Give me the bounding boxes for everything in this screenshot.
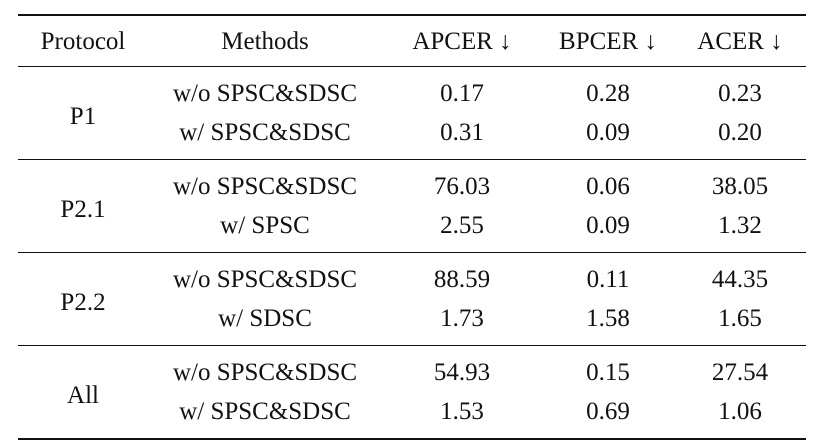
- bpcer-cell: 0.28: [586, 80, 630, 107]
- bpcer-cell: 0.11: [586, 266, 630, 293]
- header-bpcer: BPCER ↓: [559, 27, 657, 55]
- group-p2-1: P2.1 w/o SPSC&SDSC 76.03 0.06 38.05 w/ S…: [18, 160, 806, 253]
- header-apcer: APCER ↓: [412, 27, 512, 55]
- bpcer-cell: 0.69: [586, 398, 630, 425]
- apcer-cell: 1.73: [440, 305, 484, 332]
- method-cell: w/o SPSC&SDSC: [172, 266, 358, 293]
- protocol-cell: P2.1: [60, 196, 106, 223]
- bpcer-cell: 0.06: [586, 173, 630, 200]
- apcer-cell: 88.59: [433, 266, 491, 293]
- acer-cell: 1.06: [718, 398, 762, 425]
- method-cell: w/o SPSC&SDSC: [172, 359, 358, 386]
- method-cell: w/ SPSC&SDSC: [179, 119, 351, 146]
- results-table-container: Protocol Methods APCER ↓ BPCER ↓ ACER ↓ …: [18, 14, 806, 440]
- protocol-cell: P1: [69, 103, 97, 130]
- bpcer-cell: 0.09: [586, 119, 630, 146]
- method-cell: w/ SDSC: [218, 305, 312, 332]
- table-row: w/ SDSC 1.73 1.58 1.65: [18, 299, 806, 346]
- table-row: w/ SPSC&SDSC 0.31 0.09 0.20: [18, 113, 806, 160]
- table-row: P1 w/o SPSC&SDSC 0.17 0.28 0.23: [18, 67, 806, 130]
- acer-cell: 0.23: [718, 80, 762, 107]
- table-row: P2.2 w/o SPSC&SDSC 88.59 0.11 44.35: [18, 253, 806, 316]
- method-cell: w/o SPSC&SDSC: [172, 80, 358, 107]
- acer-cell: 38.05: [711, 173, 769, 200]
- apcer-cell: 0.17: [440, 80, 484, 107]
- apcer-cell: 2.55: [440, 212, 484, 239]
- protocol-cell: All: [67, 382, 99, 409]
- apcer-cell: 1.53: [440, 398, 484, 425]
- table-row: All w/o SPSC&SDSC 54.93 0.15 27.54: [18, 346, 806, 409]
- table-header: Protocol Methods APCER ↓ BPCER ↓ ACER ↓: [18, 15, 806, 67]
- method-cell: w/o SPSC&SDSC: [172, 173, 358, 200]
- header-acer: ACER ↓: [697, 27, 783, 55]
- acer-cell: 44.35: [711, 266, 769, 293]
- header-methods: Methods: [221, 27, 309, 55]
- apcer-cell: 0.31: [440, 119, 484, 146]
- table-row: P2.1 w/o SPSC&SDSC 76.03 0.06 38.05: [18, 160, 806, 223]
- method-cell: w/ SPSC: [220, 212, 310, 239]
- results-table: Protocol Methods APCER ↓ BPCER ↓ ACER ↓ …: [18, 14, 806, 440]
- header-protocol: Protocol: [40, 27, 126, 55]
- group-p1: P1 w/o SPSC&SDSC 0.17 0.28 0.23 w/ SPSC&…: [18, 67, 806, 160]
- apcer-cell: 54.93: [433, 359, 491, 386]
- method-cell: w/ SPSC&SDSC: [179, 398, 351, 425]
- bpcer-cell: 1.58: [586, 305, 630, 332]
- acer-cell: 0.20: [718, 119, 762, 146]
- bpcer-cell: 0.15: [586, 359, 630, 386]
- acer-cell: 27.54: [711, 359, 769, 386]
- bpcer-cell: 0.09: [586, 212, 630, 239]
- acer-cell: 1.65: [718, 305, 762, 332]
- table-row: w/ SPSC 2.55 0.09 1.32: [18, 206, 806, 253]
- header-row: Protocol Methods APCER ↓ BPCER ↓ ACER ↓: [18, 15, 806, 67]
- protocol-cell: P2.2: [60, 289, 106, 316]
- acer-cell: 1.32: [718, 212, 762, 239]
- group-p2-2: P2.2 w/o SPSC&SDSC 88.59 0.11 44.35 w/ S…: [18, 253, 806, 346]
- group-all: All w/o SPSC&SDSC 54.93 0.15 27.54 w/ SP…: [18, 346, 806, 439]
- apcer-cell: 76.03: [433, 173, 491, 200]
